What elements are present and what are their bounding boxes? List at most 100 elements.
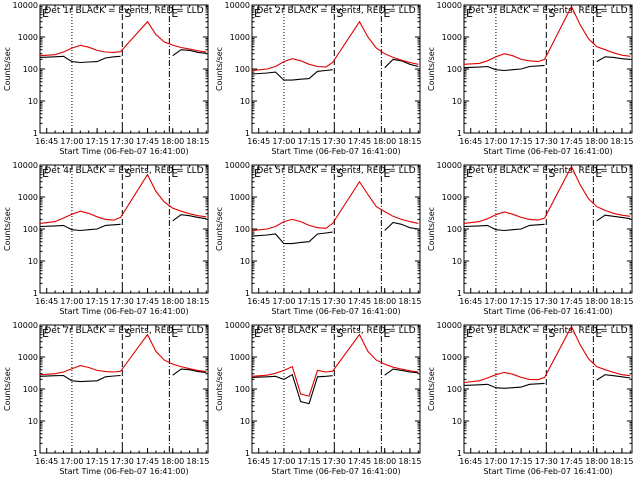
x-tick-label: 18:15 [186,137,209,146]
x-tick-label: 16:45 [247,297,270,306]
plot-frame [251,4,421,134]
saa-start-marker: S [124,7,131,20]
saa-end-marker: E [171,167,178,180]
y-tick-label: 100 [235,385,250,394]
x-tick-label: 17:00 [60,137,83,146]
x-tick-label: 17:15 [86,297,109,306]
x-tick-label: 17:45 [348,137,371,146]
x-tick-label: 17:00 [272,457,295,466]
panel-title: Det 9r BLACK = Events, RED = LLD [468,326,627,336]
y-tick-label: 10 [240,257,250,266]
x-tick-label: 18:15 [186,457,209,466]
x-axis-label: Start Time (06-Feb-07 16:41:00) [59,467,188,476]
events-series-line [463,214,631,232]
x-tick-label: 17:00 [484,137,507,146]
panel-title: Det 7r BLACK = Events, RED = LLD [44,326,203,336]
x-axis-label: Start Time (06-Feb-07 16:41:00) [483,467,612,476]
y-tick-label: 100 [235,65,250,74]
y-axis-label: Counts/sec [3,367,12,411]
y-axis-label: Counts/sec [427,47,436,91]
y-axis-label: Counts/sec [215,207,224,251]
lld-series-line [39,20,207,57]
x-tick-label: 17:00 [272,297,295,306]
x-tick-label: 17:30 [323,297,346,306]
y-tick-label: 1000 [442,193,462,202]
y-tick-label: 10000 [437,321,462,330]
y-tick-label: 10 [28,97,38,106]
saa-start-marker: S [548,327,555,340]
y-tick-label: 10000 [225,161,250,170]
saa-end-marker: E [595,327,602,340]
plot-frame [463,4,633,134]
x-tick-label: 17:15 [298,457,321,466]
saa-end-marker: E [595,167,602,180]
panel-corner-marker: E [42,327,49,340]
panel-title: Det 3r BLACK = Events, RED = LLD [468,6,627,16]
y-tick-label: 10000 [13,321,38,330]
y-tick-label: 1000 [230,33,250,42]
x-tick-label: 17:45 [136,297,159,306]
y-axis-label: Counts/sec [3,47,12,91]
y-tick-label: 10000 [13,1,38,10]
x-tick-label: 17:45 [348,457,371,466]
y-axis-label: Counts/sec [3,207,12,251]
x-tick-label: 18:15 [610,137,633,146]
y-tick-label: 100 [23,65,38,74]
lld-series-line [251,180,419,232]
x-axis-label: Start Time (06-Feb-07 16:41:00) [271,467,400,476]
x-axis-label: Start Time (06-Feb-07 16:41:00) [59,147,188,156]
x-tick-label: 17:30 [111,457,134,466]
plot-frame [251,164,421,294]
events-series-line [39,368,207,383]
events-series-line [251,368,419,405]
y-tick-label: 10000 [437,161,462,170]
x-tick-label: 17:15 [510,137,533,146]
y-axis-label: Counts/sec [215,47,224,91]
x-tick-label: 18:00 [373,297,396,306]
events-series-line [251,58,419,81]
x-tick-label: 17:00 [60,457,83,466]
y-tick-label: 1000 [442,33,462,42]
panel-title: Det 8r BLACK = Events, RED = LLD [256,326,415,336]
x-tick-label: 17:45 [560,457,583,466]
x-tick-label: 17:45 [136,137,159,146]
panel-corner-marker: E [254,167,261,180]
x-tick-label: 17:15 [86,137,109,146]
x-tick-label: 18:00 [161,457,184,466]
saa-start-marker: S [124,327,131,340]
x-tick-label: 16:45 [459,457,482,466]
saa-end-marker: E [383,327,390,340]
x-axis-label: Start Time (06-Feb-07 16:41:00) [483,307,612,316]
y-tick-label: 1 [245,289,250,298]
panel-title: Det 1r BLACK = Events, RED = LLD [44,6,203,16]
x-tick-label: 17:30 [535,297,558,306]
x-tick-label: 17:30 [323,137,346,146]
panel-corner-marker: E [254,7,261,20]
x-tick-label: 17:45 [348,297,371,306]
panel-corner-marker: E [466,7,473,20]
events-series-line [463,56,631,72]
y-tick-label: 10 [240,417,250,426]
plot-frame [39,164,209,294]
x-tick-label: 17:30 [111,137,134,146]
y-tick-label: 10000 [437,1,462,10]
panel-corner-marker: E [254,327,261,340]
x-axis-label: Start Time (06-Feb-07 16:41:00) [483,147,612,156]
events-series-line [463,374,631,389]
x-tick-label: 17:00 [484,297,507,306]
x-axis-label: Start Time (06-Feb-07 16:41:00) [59,307,188,316]
y-tick-label: 1000 [230,193,250,202]
x-tick-label: 18:15 [398,457,421,466]
y-tick-label: 1000 [18,353,38,362]
x-tick-label: 18:15 [610,297,633,306]
y-axis-label: Counts/sec [215,367,224,411]
x-tick-label: 16:45 [247,137,270,146]
x-tick-label: 17:30 [323,457,346,466]
x-tick-label: 17:45 [560,137,583,146]
events-series-line [39,49,207,64]
lld-series-line [251,333,419,397]
y-tick-label: 1 [245,129,250,138]
x-tick-label: 18:15 [186,297,209,306]
y-tick-label: 10 [452,417,462,426]
